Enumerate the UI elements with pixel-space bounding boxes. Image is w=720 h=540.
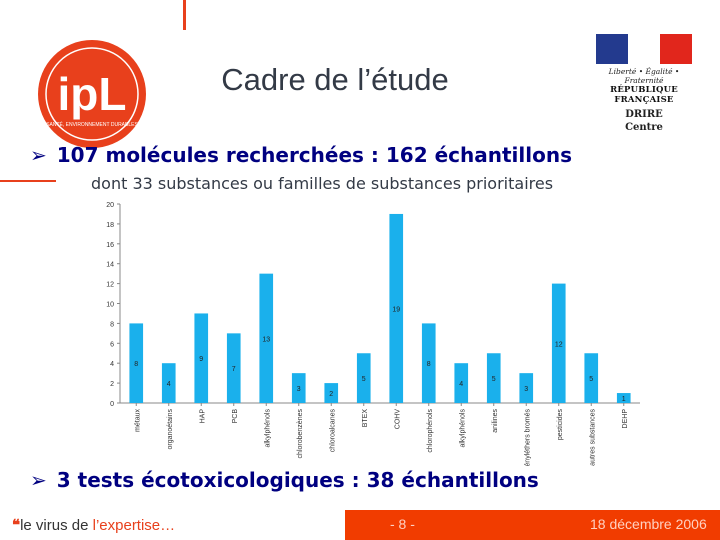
bar xyxy=(454,363,469,403)
bar-data-label: 4 xyxy=(167,381,171,388)
bar xyxy=(129,323,144,403)
bar-data-label: 1 xyxy=(622,396,626,403)
category-label: métaux xyxy=(134,409,141,432)
logo-tagline: SANTÉ, ENVIRONNEMENT DURABLES xyxy=(46,121,138,128)
gov-org-line1: DRIRE xyxy=(625,109,663,120)
y-tick-label: 8 xyxy=(110,321,114,328)
logo-text: ipL xyxy=(58,68,127,120)
accent-vertical-line xyxy=(183,0,186,30)
substances-bar-chart: 024681012141618208métaux4organoétains9HA… xyxy=(106,202,640,466)
bullet1-text: 107 molécules recherchées : 162 échantil… xyxy=(56,143,572,167)
gov-motto: Liberté • Égalité • Fraternité xyxy=(608,67,680,85)
y-tick-label: 16 xyxy=(106,242,114,249)
category-label: autres substances xyxy=(589,409,596,466)
footer-tagline-prefix: le virus de xyxy=(20,517,93,534)
ipl-logo: ipL SANTÉ, ENVIRONNEMENT DURABLES xyxy=(38,40,146,148)
gov-name: RÉPUBLIQUE FRANÇAISE xyxy=(610,85,678,105)
y-tick-label: 2 xyxy=(110,381,114,388)
bar-data-label: 7 xyxy=(232,366,236,373)
bar xyxy=(356,353,371,403)
bar-data-label: 5 xyxy=(362,376,366,383)
bar xyxy=(551,283,566,403)
y-tick-label: 10 xyxy=(106,302,114,309)
gov-org: DRIRE Centre xyxy=(594,108,694,134)
category-label: pesticides xyxy=(557,409,564,441)
y-tick-label: 0 xyxy=(110,401,114,408)
category-label: alkylphénols xyxy=(264,409,271,448)
category-label: DEHP xyxy=(622,409,629,429)
arrow-bullet-icon: ➢ xyxy=(30,468,47,492)
page-number: - 8 - xyxy=(390,516,415,532)
bar xyxy=(421,323,436,403)
bar-data-label: 3 xyxy=(524,386,528,393)
bar-data-label: 5 xyxy=(492,376,496,383)
bar xyxy=(324,383,339,403)
marianne-flag-icon xyxy=(596,34,692,64)
footer-tagline: ❝le virus de l’expertise… xyxy=(12,516,175,534)
y-tick-label: 4 xyxy=(110,361,114,368)
bar xyxy=(519,373,534,403)
government-logo: Liberté • Égalité • Fraternité RÉPUBLIQU… xyxy=(594,34,694,133)
category-label: organoétains xyxy=(167,409,174,450)
page-title: Cadre de l’étude xyxy=(221,62,449,97)
y-tick-label: 20 xyxy=(106,202,114,209)
y-tick-label: 14 xyxy=(106,262,114,269)
category-label: chloroalcanes xyxy=(329,409,336,453)
category-label: chlorobenzènes xyxy=(297,409,304,459)
bar xyxy=(161,363,176,403)
bar xyxy=(259,273,274,403)
category-label: chlorophénols xyxy=(427,409,434,453)
bar-data-label: 2 xyxy=(329,391,333,398)
quote-icon: ❝ xyxy=(12,517,21,534)
bar xyxy=(616,393,631,403)
y-tick-label: 18 xyxy=(106,222,114,229)
bar-data-label: 3 xyxy=(297,386,301,393)
bar xyxy=(291,373,306,403)
bullet2-text: 3 tests écotoxicologiques : 38 échantill… xyxy=(56,468,539,492)
bar xyxy=(486,353,501,403)
bar-data-label: 19 xyxy=(392,306,400,313)
bullet-ecotox: ➢ 3 tests écotoxicologiques : 38 échantil… xyxy=(30,468,539,492)
bar xyxy=(389,213,404,403)
footer-date: 18 décembre 2006 xyxy=(590,516,707,532)
bar-data-label: 13 xyxy=(262,336,270,343)
bar-data-label: 8 xyxy=(134,361,138,368)
bar-data-label: 4 xyxy=(459,381,463,388)
bar-data-label: 5 xyxy=(589,376,593,383)
footer-tagline-emph: l’expertise… xyxy=(92,517,176,534)
bar-data-label: 8 xyxy=(427,361,431,368)
y-tick-label: 6 xyxy=(110,341,114,348)
bar xyxy=(226,333,241,403)
category-label: anilines xyxy=(492,409,499,433)
footer-bar xyxy=(345,510,720,540)
category-label: PCB xyxy=(232,409,239,424)
bar xyxy=(194,313,209,403)
arrow-bullet-icon: ➢ xyxy=(30,143,47,167)
category-label: BTEX xyxy=(362,409,369,428)
category-label: HAP xyxy=(199,409,206,424)
category-label: diphényléthers bromés xyxy=(524,409,531,466)
category-label: COHV xyxy=(394,409,401,430)
bar-data-label: 9 xyxy=(199,356,203,363)
bullet-molecules: ➢ 107 molécules recherchées : 162 échanti… xyxy=(30,143,572,167)
bar-data-label: 12 xyxy=(555,341,563,348)
bullet1-subtext: dont 33 substances ou familles de substa… xyxy=(91,174,554,193)
gov-org-line2: Centre xyxy=(625,122,663,133)
y-tick-label: 12 xyxy=(106,282,114,289)
accent-horizontal-line xyxy=(0,180,56,182)
bar xyxy=(584,353,599,403)
category-label: alkylphénols xyxy=(459,409,466,448)
